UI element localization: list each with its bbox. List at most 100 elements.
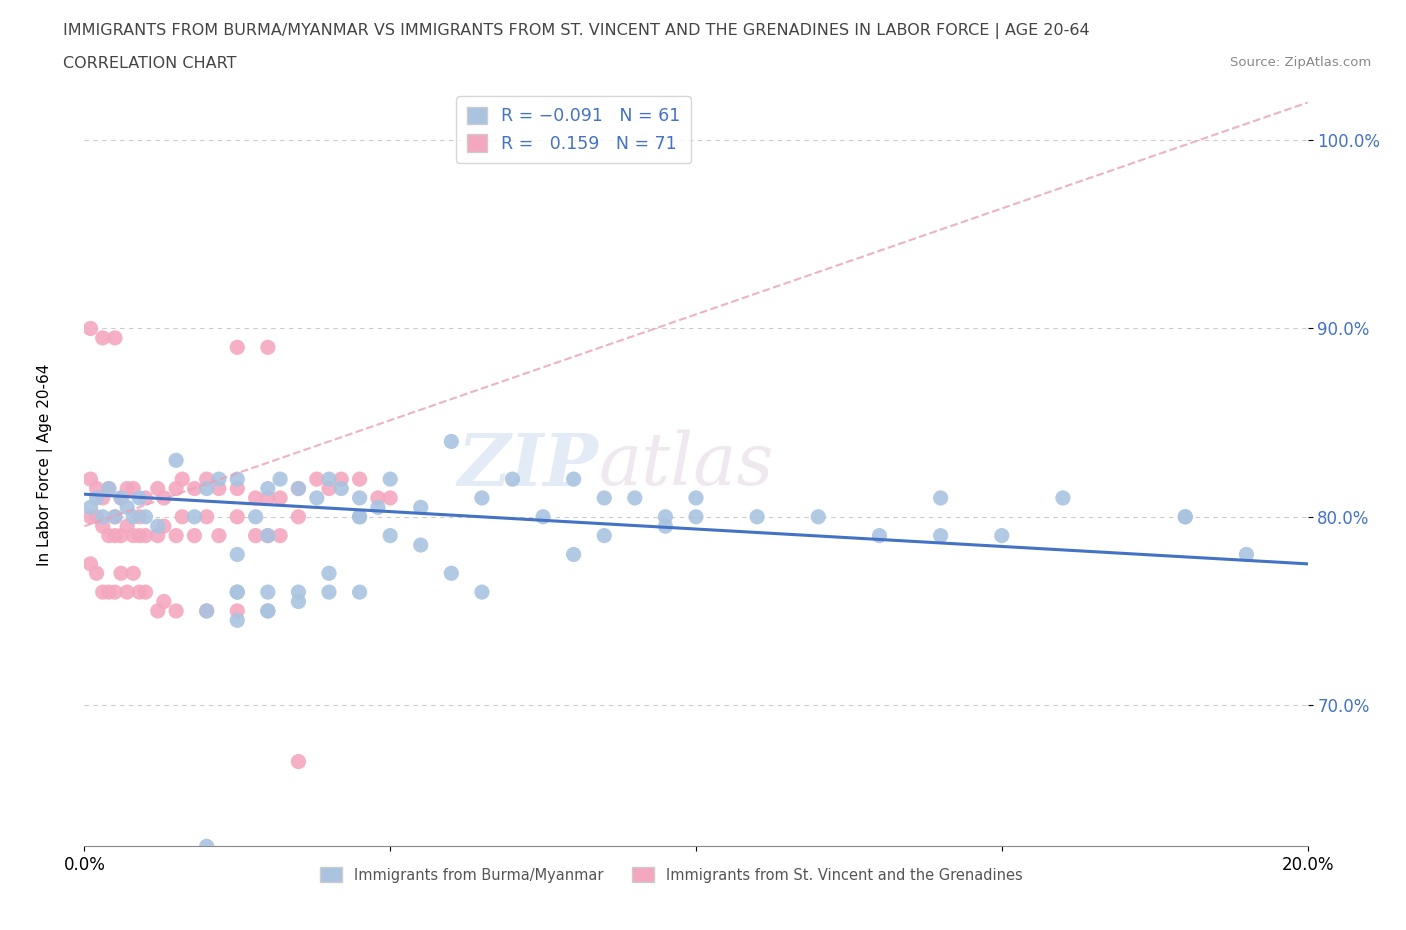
Point: [531, 510, 554, 525]
Point: [79, 500, 101, 515]
Point: [115, 519, 138, 534]
Point: [79, 510, 101, 525]
Point: [257, 490, 280, 505]
Point: [153, 490, 176, 505]
Point: [257, 528, 280, 543]
Point: [122, 481, 145, 496]
Point: [245, 510, 267, 525]
Point: [79, 321, 101, 336]
Point: [208, 528, 231, 543]
Point: [593, 528, 616, 543]
Text: Source: ZipAtlas.com: Source: ZipAtlas.com: [1230, 56, 1371, 69]
Point: [349, 510, 371, 525]
Point: [654, 510, 676, 525]
Text: In Labor Force | Age 20-64: In Labor Force | Age 20-64: [37, 364, 53, 566]
Point: [165, 604, 187, 618]
Point: [195, 472, 218, 486]
Point: [440, 434, 463, 449]
Point: [97, 528, 120, 543]
Point: [305, 472, 328, 486]
Point: [79, 556, 101, 571]
Point: [91, 330, 114, 345]
Point: [624, 490, 647, 505]
Point: [349, 510, 371, 525]
Point: [153, 519, 176, 534]
Point: [991, 528, 1014, 543]
Point: [172, 472, 194, 486]
Point: [79, 472, 101, 486]
Point: [128, 528, 150, 543]
Point: [685, 510, 707, 525]
Point: [165, 453, 187, 468]
Point: [115, 585, 138, 600]
Point: [502, 472, 524, 486]
Point: [257, 481, 280, 496]
Point: [195, 604, 218, 618]
Point: [245, 528, 267, 543]
Point: [122, 528, 145, 543]
Point: [110, 528, 132, 543]
Point: [226, 472, 249, 486]
Point: [183, 528, 205, 543]
Point: [318, 481, 340, 496]
Point: [135, 585, 157, 600]
Point: [929, 528, 952, 543]
Point: [747, 510, 769, 525]
Point: [165, 481, 187, 496]
Legend: Immigrants from Burma/Myanmar, Immigrants from St. Vincent and the Grenadines: Immigrants from Burma/Myanmar, Immigrant…: [315, 861, 1029, 888]
Point: [685, 490, 707, 505]
Point: [208, 472, 231, 486]
Point: [593, 490, 616, 505]
Point: [86, 510, 108, 525]
Point: [183, 481, 205, 496]
Point: [471, 585, 494, 600]
Point: [97, 481, 120, 496]
Point: [562, 547, 585, 562]
Point: [128, 510, 150, 525]
Point: [104, 510, 127, 525]
Point: [195, 510, 218, 525]
Point: [97, 481, 120, 496]
Point: [104, 528, 127, 543]
Point: [135, 510, 157, 525]
Point: [409, 500, 432, 515]
Point: [367, 500, 389, 515]
Point: [110, 490, 132, 505]
Point: [91, 585, 114, 600]
Text: IMMIGRANTS FROM BURMA/MYANMAR VS IMMIGRANTS FROM ST. VINCENT AND THE GRENADINES : IMMIGRANTS FROM BURMA/MYANMAR VS IMMIGRA…: [63, 23, 1090, 39]
Point: [128, 490, 150, 505]
Text: CORRELATION CHART: CORRELATION CHART: [63, 56, 236, 71]
Point: [146, 528, 169, 543]
Point: [287, 510, 309, 525]
Point: [146, 604, 169, 618]
Point: [226, 604, 249, 618]
Point: [115, 481, 138, 496]
Point: [367, 490, 389, 505]
Point: [128, 585, 150, 600]
Point: [135, 490, 157, 505]
Point: [257, 585, 280, 600]
Point: [86, 490, 108, 505]
Point: [104, 585, 127, 600]
Point: [287, 481, 309, 496]
Point: [183, 510, 205, 525]
Point: [172, 510, 194, 525]
Point: [269, 472, 291, 486]
Point: [110, 565, 132, 580]
Point: [318, 565, 340, 580]
Text: atlas: atlas: [598, 430, 773, 500]
Point: [226, 547, 249, 562]
Point: [330, 481, 353, 496]
Point: [122, 510, 145, 525]
Point: [349, 585, 371, 600]
Point: [226, 339, 249, 354]
Point: [91, 490, 114, 505]
Point: [562, 472, 585, 486]
Point: [869, 528, 891, 543]
Point: [380, 528, 402, 543]
Point: [165, 528, 187, 543]
Point: [269, 490, 291, 505]
Point: [287, 594, 309, 609]
Point: [97, 585, 120, 600]
Point: [146, 519, 169, 534]
